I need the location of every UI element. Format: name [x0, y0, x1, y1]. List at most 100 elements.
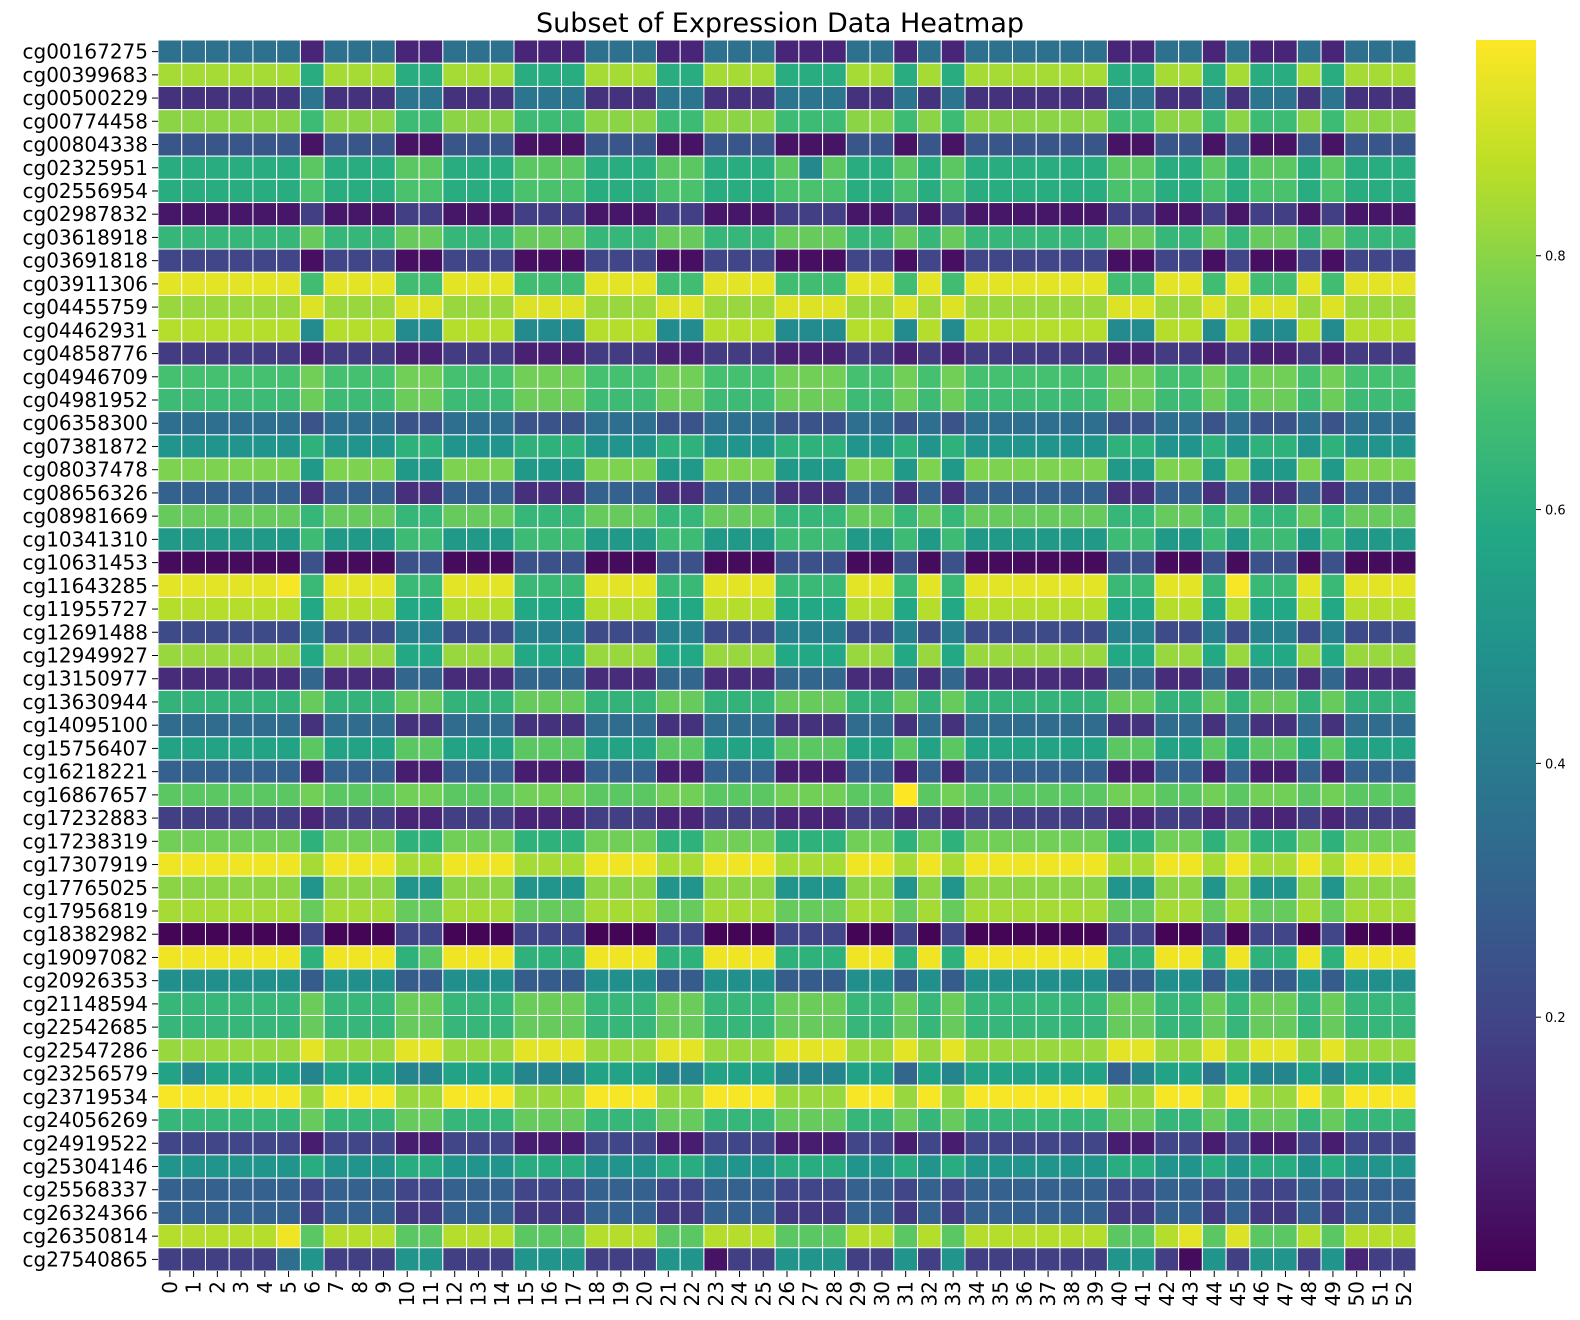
- heatmap-cell: [988, 782, 1013, 807]
- heatmap-cell: [276, 294, 301, 320]
- heatmap-cell: [584, 945, 610, 970]
- column-label: 15: [514, 1281, 538, 1306]
- heatmap-cell: [252, 1061, 278, 1086]
- heatmap-cell: [1083, 1177, 1108, 1202]
- heatmap-cell: [1368, 504, 1393, 529]
- heatmap-cell: [561, 387, 586, 413]
- heatmap-cell: [608, 387, 634, 413]
- heatmap-cell: [1249, 1038, 1275, 1063]
- heatmap-cell: [299, 1038, 325, 1063]
- heatmap-cell: [1035, 1015, 1061, 1040]
- heatmap-cell: [1225, 573, 1251, 598]
- heatmap-cell: [181, 550, 206, 575]
- heatmap-cell: [204, 1131, 230, 1156]
- heatmap-cell: [1059, 434, 1085, 459]
- heatmap-cell: [822, 1200, 847, 1226]
- heatmap-cell: [252, 689, 278, 715]
- heatmap-cell: [655, 225, 681, 250]
- heatmap-cell: [822, 875, 847, 900]
- heatmap-cell: [964, 480, 990, 506]
- heatmap-cell: [798, 434, 824, 459]
- heatmap-cell: [561, 132, 586, 157]
- heatmap-cell: [1035, 1107, 1061, 1133]
- heatmap-cell: [940, 968, 966, 993]
- heatmap-cell: [204, 457, 230, 482]
- heatmap-cell: [323, 1177, 349, 1202]
- heatmap-cell: [157, 1038, 183, 1063]
- heatmap-cell: [537, 1015, 563, 1040]
- heatmap-cell: [1391, 1038, 1417, 1063]
- heatmap-cell: [632, 666, 657, 691]
- colorbar-tick-label: 0.6: [1545, 504, 1566, 519]
- heatmap-cell: [513, 1154, 539, 1179]
- heatmap-cell: [299, 1177, 325, 1202]
- heatmap-cell: [371, 805, 396, 831]
- heatmap-cell: [1106, 1224, 1132, 1249]
- heatmap-cell: [252, 1177, 278, 1202]
- heatmap-cell: [371, 434, 396, 459]
- heatmap-cell: [537, 1107, 563, 1133]
- heatmap-cell: [228, 527, 254, 552]
- heatmap-cell: [299, 1154, 325, 1179]
- heatmap-cell: [157, 829, 183, 854]
- heatmap-cell: [1320, 852, 1346, 877]
- heatmap-cell: [1178, 294, 1203, 320]
- heatmap-cell: [1249, 132, 1275, 157]
- heatmap-cell: [822, 620, 847, 645]
- heatmap-cell: [228, 829, 254, 854]
- heatmap-cell: [822, 225, 847, 250]
- heatmap-cell: [1059, 805, 1085, 831]
- heatmap-cell: [1391, 620, 1417, 645]
- heatmap-cell: [299, 759, 325, 784]
- heatmap-cell: [584, 550, 610, 575]
- heatmap-cell: [442, 155, 468, 180]
- heatmap-cell: [940, 1061, 966, 1086]
- heatmap-cell: [1344, 782, 1370, 807]
- heatmap-cell: [1249, 1015, 1275, 1040]
- heatmap-cell: [418, 225, 444, 250]
- heatmap-cell: [276, 805, 301, 831]
- heatmap-cell: [1059, 1038, 1085, 1063]
- heatmap-cell: [561, 689, 586, 715]
- heatmap-cell: [181, 968, 206, 993]
- heatmap-cell: [869, 945, 895, 970]
- heatmap-cell: [418, 1247, 444, 1272]
- heatmap-cell: [869, 155, 895, 180]
- heatmap-cell: [845, 713, 871, 738]
- heatmap-cell: [466, 922, 491, 947]
- heatmap-cell: [703, 1061, 729, 1086]
- heatmap-cell: [655, 527, 681, 552]
- heatmap-cell: [679, 364, 705, 389]
- heatmap-cell: [727, 573, 752, 598]
- heatmap-cell: [228, 294, 254, 320]
- heatmap-cell: [964, 341, 990, 366]
- heatmap-cell: [1083, 596, 1108, 622]
- heatmap-cell: [561, 411, 586, 436]
- heatmap-cell: [1391, 62, 1417, 87]
- heatmap-cell: [537, 248, 563, 273]
- heatmap-cell: [964, 434, 990, 459]
- heatmap-cell: [181, 387, 206, 413]
- heatmap-cell: [1296, 689, 1322, 715]
- heatmap-cell: [323, 178, 349, 204]
- heatmap-cell: [608, 457, 634, 482]
- heatmap-cell: [893, 1224, 919, 1249]
- heatmap-cell: [489, 85, 515, 111]
- heatmap-cell: [917, 1107, 942, 1133]
- heatmap-cell: [394, 1084, 420, 1109]
- heatmap-cell: [1059, 457, 1085, 482]
- heatmap-cell: [347, 759, 373, 784]
- heatmap-cell: [679, 782, 705, 807]
- heatmap-cell: [1083, 736, 1108, 761]
- heatmap-cell: [537, 387, 563, 413]
- heatmap-cell: [1296, 155, 1322, 180]
- heatmap-cell: [1178, 666, 1203, 691]
- heatmap-cell: [1249, 782, 1275, 807]
- heatmap-cell: [893, 1084, 919, 1109]
- heatmap-cell: [181, 991, 206, 1017]
- heatmap-cell: [1154, 1177, 1180, 1202]
- heatmap-cell: [513, 202, 539, 227]
- heatmap-cell: [703, 1247, 729, 1272]
- heatmap-cell: [1035, 596, 1061, 622]
- heatmap-cell: [703, 202, 729, 227]
